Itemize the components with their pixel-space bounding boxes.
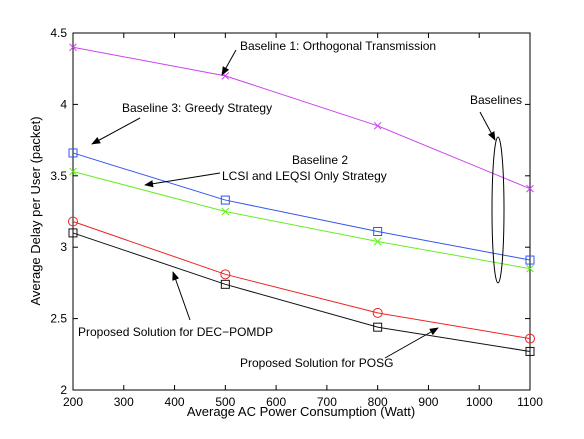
x-axis-label: Average AC Power Consumption (Watt) [187,404,415,419]
axis-ticks: 200 300 400 500 600 700 800 900 1000 1100 2 2.5 3 3.5… [50,26,543,409]
arrow-baseline1 [221,49,237,76]
y-tick-label: 3 [60,240,67,254]
x-tick-label: 600 [266,395,286,409]
data-point-decpomdp [525,346,535,356]
series-line-baseline2 [72,171,531,270]
annotation-decpomdp: Proposed Solution for DEC−POMDP [78,325,273,339]
data-point-baseline2 [221,207,230,216]
arrow-posg [384,327,439,359]
data-point-baseline1 [526,184,534,193]
series-line-baseline3 [72,152,531,261]
y-tick-label: 4 [60,97,67,111]
y-tick-label: 4.5 [50,26,67,40]
arrow-baseline2 [144,172,221,188]
baselines-ellipse [491,136,505,284]
y-tick-label: 3.5 [50,169,67,183]
data-point-posg [372,307,383,318]
data-point-baseline3 [525,255,535,265]
x-tick-label: 800 [368,395,388,409]
series-line-posg [72,221,531,340]
data-point-decpomdp [373,322,383,332]
x-tick-label: 300 [114,395,134,409]
data-point-decpomdp [68,228,78,238]
y-tick-label: 2.5 [50,312,67,326]
x-tick-label: 700 [317,395,337,409]
x-tick-label: 1000 [466,395,493,409]
data-point-baseline2 [526,264,534,273]
data-point-baseline3 [373,226,383,236]
data-point-baseline1 [373,121,382,130]
annotation-posg: Proposed Solution for POSG [240,356,393,370]
annotation-baseline2-line2: LCSI and LEQSI Only Strategy [222,169,387,183]
x-tick-label: 400 [165,395,185,409]
data-point-posg [220,269,231,280]
data-point-baseline2 [373,237,382,246]
annotation-baselines: Baselines [470,93,522,107]
data-point-baseline1 [69,43,77,52]
annotation-baseline2-line1: Baseline 2 [292,153,348,167]
annotation-baseline1: Baseline 1: Orthogonal Transmission [240,39,436,53]
data-point-baseline3 [68,148,78,158]
x-tick-label: 200 [63,395,83,409]
arrow-decpomdp [172,271,191,321]
series-line-baseline1 [72,46,531,190]
plot-area [72,32,531,391]
data-point-decpomdp [220,279,230,289]
annotation-baseline3: Baseline 3: Greedy Strategy [122,101,272,115]
x-tick-label: 900 [418,395,438,409]
data-point-baseline3 [220,195,230,205]
y-axis-label: Average Delay per User (packet) [28,116,43,305]
data-point-posg [525,333,535,344]
arrow-baseline3 [91,117,141,145]
x-tick-label: 1100 [517,395,543,409]
x-tick-label: 500 [215,395,235,409]
series-line-decpomdp [72,232,531,352]
data-point-posg [68,216,78,227]
series-group [68,43,535,356]
arrow-baselines [479,111,496,141]
data-point-baseline2 [69,167,77,176]
y-tick-label: 2 [60,383,67,397]
